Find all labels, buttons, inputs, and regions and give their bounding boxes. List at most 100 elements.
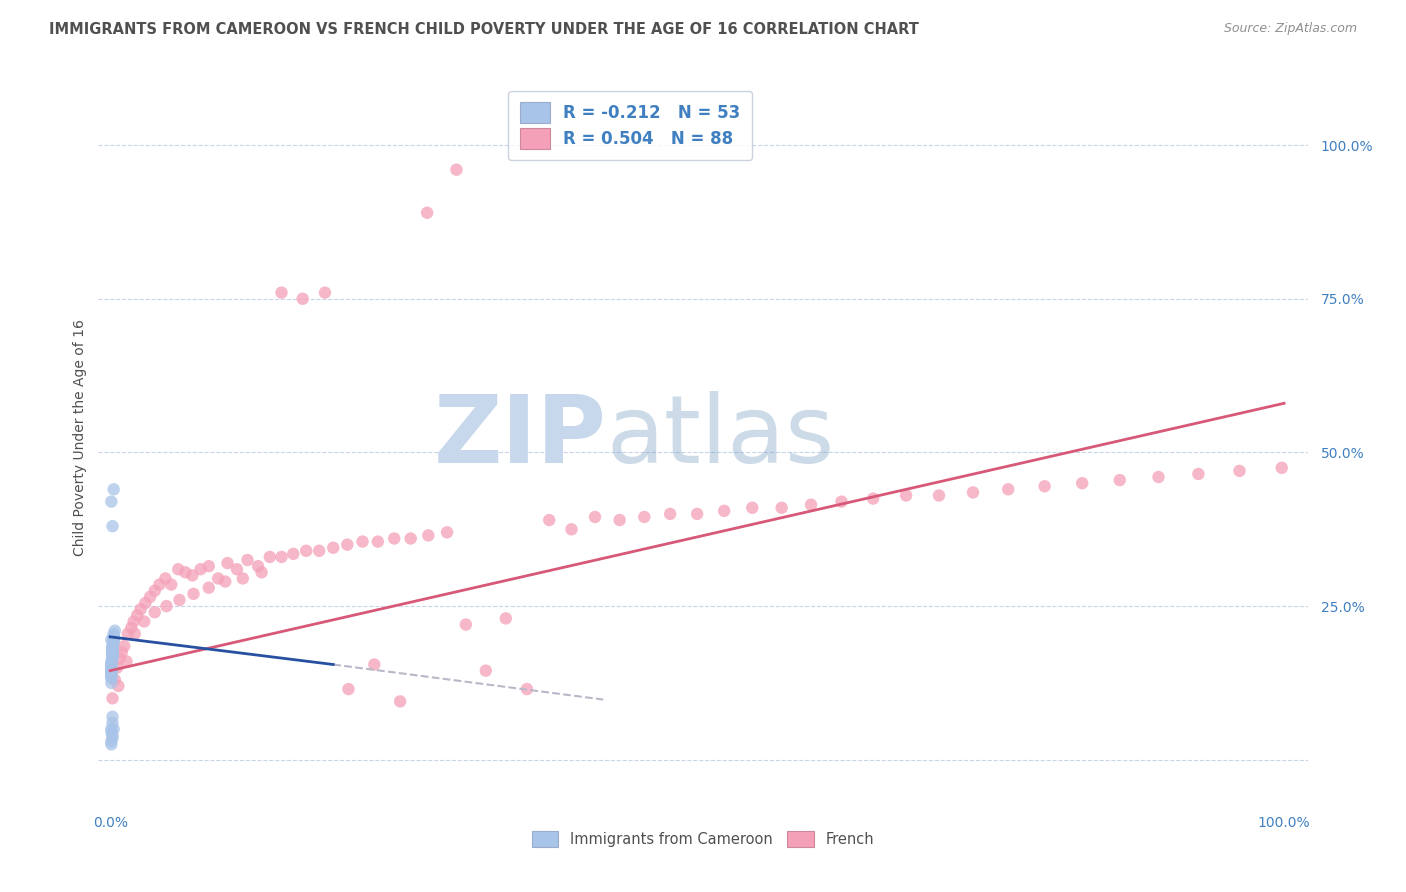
Point [101, 728, 124, 742]
Point [436, 525, 458, 540]
Point [101, 650, 124, 665]
Point [100, 655, 122, 669]
Point [101, 642, 124, 657]
Point [217, 556, 239, 570]
Point [382, 532, 405, 546]
Point [997, 483, 1019, 497]
Point [100, 725, 122, 739]
Point [741, 500, 763, 515]
Point [101, 644, 124, 658]
Point [101, 643, 124, 657]
Point [101, 642, 124, 657]
Point [1071, 476, 1094, 491]
Point [129, 602, 152, 616]
Point [363, 657, 385, 672]
Point [295, 543, 318, 558]
Point [894, 488, 917, 502]
Point [101, 715, 124, 730]
Point [101, 731, 124, 746]
Point [1108, 473, 1130, 487]
Point [122, 615, 145, 629]
Text: atlas: atlas [606, 391, 835, 483]
Point [583, 510, 606, 524]
Point [100, 664, 122, 678]
Point [314, 285, 336, 300]
Point [100, 660, 122, 674]
Point [103, 483, 125, 497]
Point [831, 494, 853, 508]
Point [139, 590, 162, 604]
Point [538, 513, 561, 527]
Point [100, 734, 122, 748]
Point [120, 621, 142, 635]
Point [418, 528, 440, 542]
Point [100, 668, 122, 682]
Point [659, 507, 682, 521]
Point [101, 648, 124, 663]
Point [259, 549, 281, 564]
Point [160, 577, 183, 591]
Point [103, 632, 125, 647]
Text: Source: ZipAtlas.com: Source: ZipAtlas.com [1223, 22, 1357, 36]
Point [124, 627, 146, 641]
Point [104, 673, 127, 687]
Point [101, 647, 124, 661]
Point [1229, 464, 1251, 478]
Point [103, 632, 125, 647]
Point [104, 624, 127, 638]
Text: ZIP: ZIP [433, 391, 606, 483]
Point [291, 292, 314, 306]
Point [100, 738, 122, 752]
Point [101, 710, 124, 724]
Point [516, 682, 538, 697]
Point [270, 549, 292, 564]
Point [475, 664, 498, 678]
Point [103, 631, 125, 645]
Point [214, 574, 236, 589]
Point [207, 571, 229, 585]
Point [100, 657, 122, 672]
Point [446, 162, 468, 177]
Point [101, 639, 124, 653]
Point [962, 485, 984, 500]
Point [609, 513, 631, 527]
Point [181, 568, 204, 582]
Point [190, 562, 212, 576]
Point [101, 651, 124, 665]
Point [127, 608, 149, 623]
Point [169, 593, 191, 607]
Point [101, 645, 124, 659]
Point [686, 507, 709, 521]
Point [134, 596, 156, 610]
Point [111, 645, 134, 659]
Point [143, 583, 166, 598]
Point [495, 611, 517, 625]
Point [103, 630, 125, 644]
Point [928, 488, 950, 502]
Point [100, 722, 122, 736]
Point [103, 722, 125, 736]
Point [112, 639, 135, 653]
Text: IMMIGRANTS FROM CAMEROON VS FRENCH CHILD POVERTY UNDER THE AGE OF 16 CORRELATION: IMMIGRANTS FROM CAMEROON VS FRENCH CHILD… [49, 22, 920, 37]
Point [100, 657, 122, 672]
Point [197, 559, 219, 574]
Point [100, 665, 122, 679]
Point [134, 615, 156, 629]
Point [283, 547, 305, 561]
Point [100, 662, 122, 676]
Point [389, 694, 412, 708]
Point [1187, 467, 1209, 481]
Point [800, 498, 823, 512]
Point [1147, 470, 1170, 484]
Point [100, 632, 122, 647]
Point [100, 676, 122, 690]
Point [101, 691, 124, 706]
Point [101, 647, 124, 661]
Point [105, 660, 128, 674]
Y-axis label: Child Poverty Under the Age of 16: Child Poverty Under the Age of 16 [73, 318, 87, 556]
Point [236, 553, 259, 567]
Point [247, 559, 270, 574]
Point [367, 534, 389, 549]
Point [1033, 479, 1056, 493]
Point [399, 532, 422, 546]
